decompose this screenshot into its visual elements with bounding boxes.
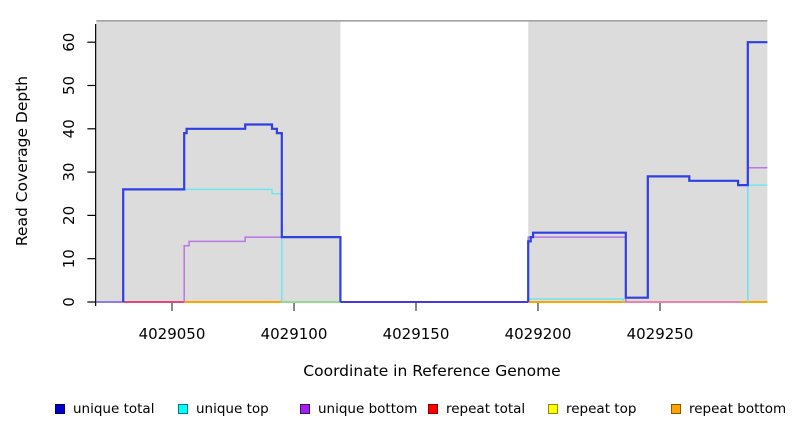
legend-marker-repeat-total-icon [428,404,438,414]
x-tick-label: 4029200 [505,325,572,343]
series-unique-total [527,41,768,302]
legend-marker-unique-bottom-icon [300,404,310,414]
x-tick-label: 4029100 [261,325,328,343]
y-axis-label: Read Coverage Depth [13,76,31,246]
plot-data-layer [96,41,768,303]
legend-item-unique-total: unique total [55,400,154,418]
plot-background-layer [96,19,768,303]
x-tick-label: 4029150 [383,325,450,343]
y-tick-label: 10 [60,249,78,268]
legend-item-repeat-total: repeat total [428,400,525,418]
legend-item-unique-top: unique top [178,400,269,418]
legend-item-repeat-bottom: repeat bottom [671,400,786,418]
plot-axis-layer: 0 10 20 30 40 50 60 4029050 4029100 4029150 402920… [60,24,693,343]
legend-label: unique top [196,401,269,417]
legend-marker-repeat-bottom-icon [671,404,681,414]
legend-label: repeat bottom [689,401,787,417]
y-tick-label: 0 [60,297,78,307]
y-tick-label: 20 [60,206,78,225]
x-tick-label: 4029050 [139,325,206,343]
legend-marker-unique-total-icon [55,404,65,414]
legend-label: repeat total [446,401,526,417]
y-tick-label: 30 [60,163,78,182]
y-tick-label: 50 [60,76,78,95]
legend-label: unique total [73,401,155,417]
legend-marker-repeat-top-icon [548,404,558,414]
legend-item-repeat-top: repeat top [548,400,636,418]
legend-marker-unique-top-icon [178,404,188,414]
x-tick-label: 4029250 [627,325,694,343]
y-tick-label: 60 [60,33,78,52]
legend-item-unique-bottom: unique bottom [300,400,417,418]
plot-panel-left [96,20,341,303]
series-unique-total [122,123,342,302]
legend-label: repeat top [566,401,637,417]
legend-label: unique bottom [318,401,418,417]
y-tick-label: 40 [60,119,78,138]
x-axis-label: Coordinate in Reference Genome [303,362,560,380]
